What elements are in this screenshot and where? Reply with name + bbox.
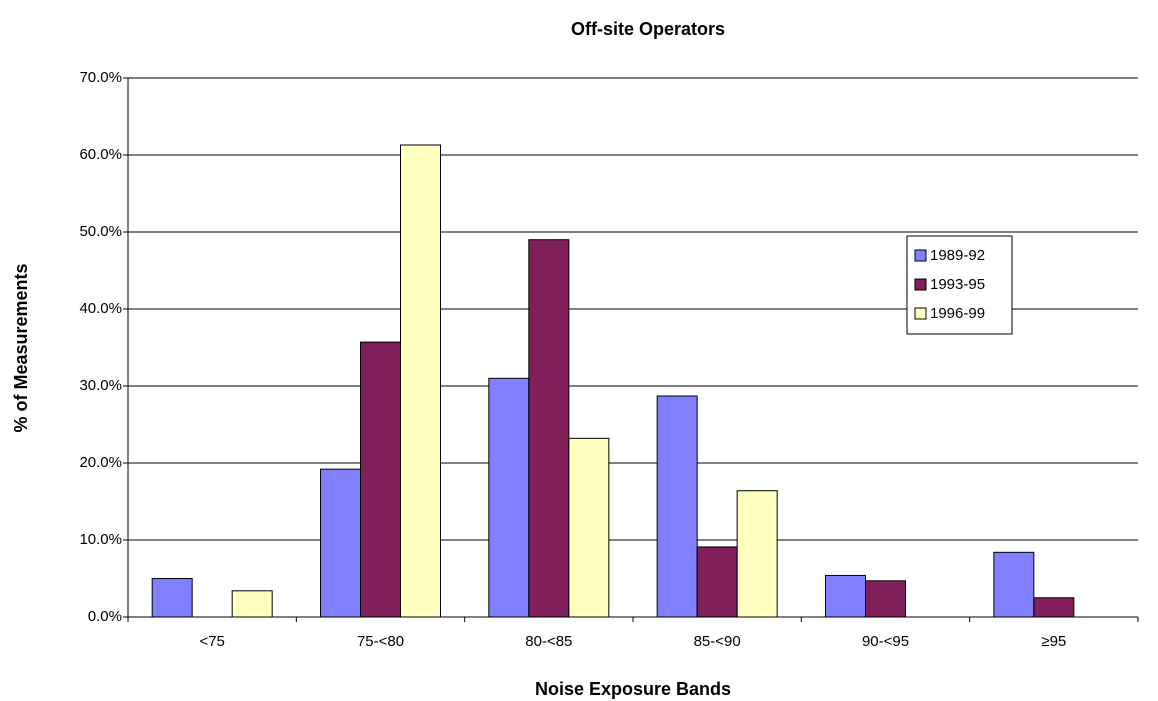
x-tick-label: 90-<95 <box>862 633 909 650</box>
bar <box>488 377 530 618</box>
bar <box>993 551 1035 618</box>
y-tick-label: 60.0% <box>79 146 122 163</box>
legend-label: 1993-95 <box>930 276 985 293</box>
bar <box>360 341 401 618</box>
x-tick-label: ≥95 <box>1041 633 1066 650</box>
bar <box>696 546 738 618</box>
y-axis-label: % of Measurements <box>11 263 31 432</box>
y-tick-label: 0.0% <box>88 608 122 625</box>
bar <box>825 574 866 618</box>
x-tick-label: 85-<90 <box>694 633 741 650</box>
bar <box>151 578 193 618</box>
bar <box>656 395 698 618</box>
x-tick-label: 80-<85 <box>525 633 572 650</box>
bar <box>231 590 273 618</box>
legend-swatch <box>914 278 927 291</box>
bar <box>865 580 906 618</box>
y-tick-label: 40.0% <box>79 300 122 317</box>
y-tick-label: 70.0% <box>79 69 122 86</box>
x-tick-label: 75-<80 <box>357 633 404 650</box>
y-tick-label: 10.0% <box>79 531 122 548</box>
bar <box>320 468 361 618</box>
y-tick-label: 50.0% <box>79 223 122 240</box>
bar <box>736 490 778 618</box>
y-tick-label: 20.0% <box>79 454 122 471</box>
legend-swatch <box>914 307 927 320</box>
chart-title: Off-site Operators <box>571 19 725 39</box>
bar <box>1033 597 1075 618</box>
y-tick-label: 30.0% <box>79 377 122 394</box>
legend-swatch <box>914 249 927 262</box>
bar <box>568 437 610 618</box>
bar <box>400 144 441 618</box>
legend-label: 1989-92 <box>930 247 985 264</box>
bar <box>528 239 570 618</box>
legend-label: 1996-99 <box>930 305 985 322</box>
x-axis-label: Noise Exposure Bands <box>535 679 731 699</box>
x-tick-label: <75 <box>199 633 224 650</box>
